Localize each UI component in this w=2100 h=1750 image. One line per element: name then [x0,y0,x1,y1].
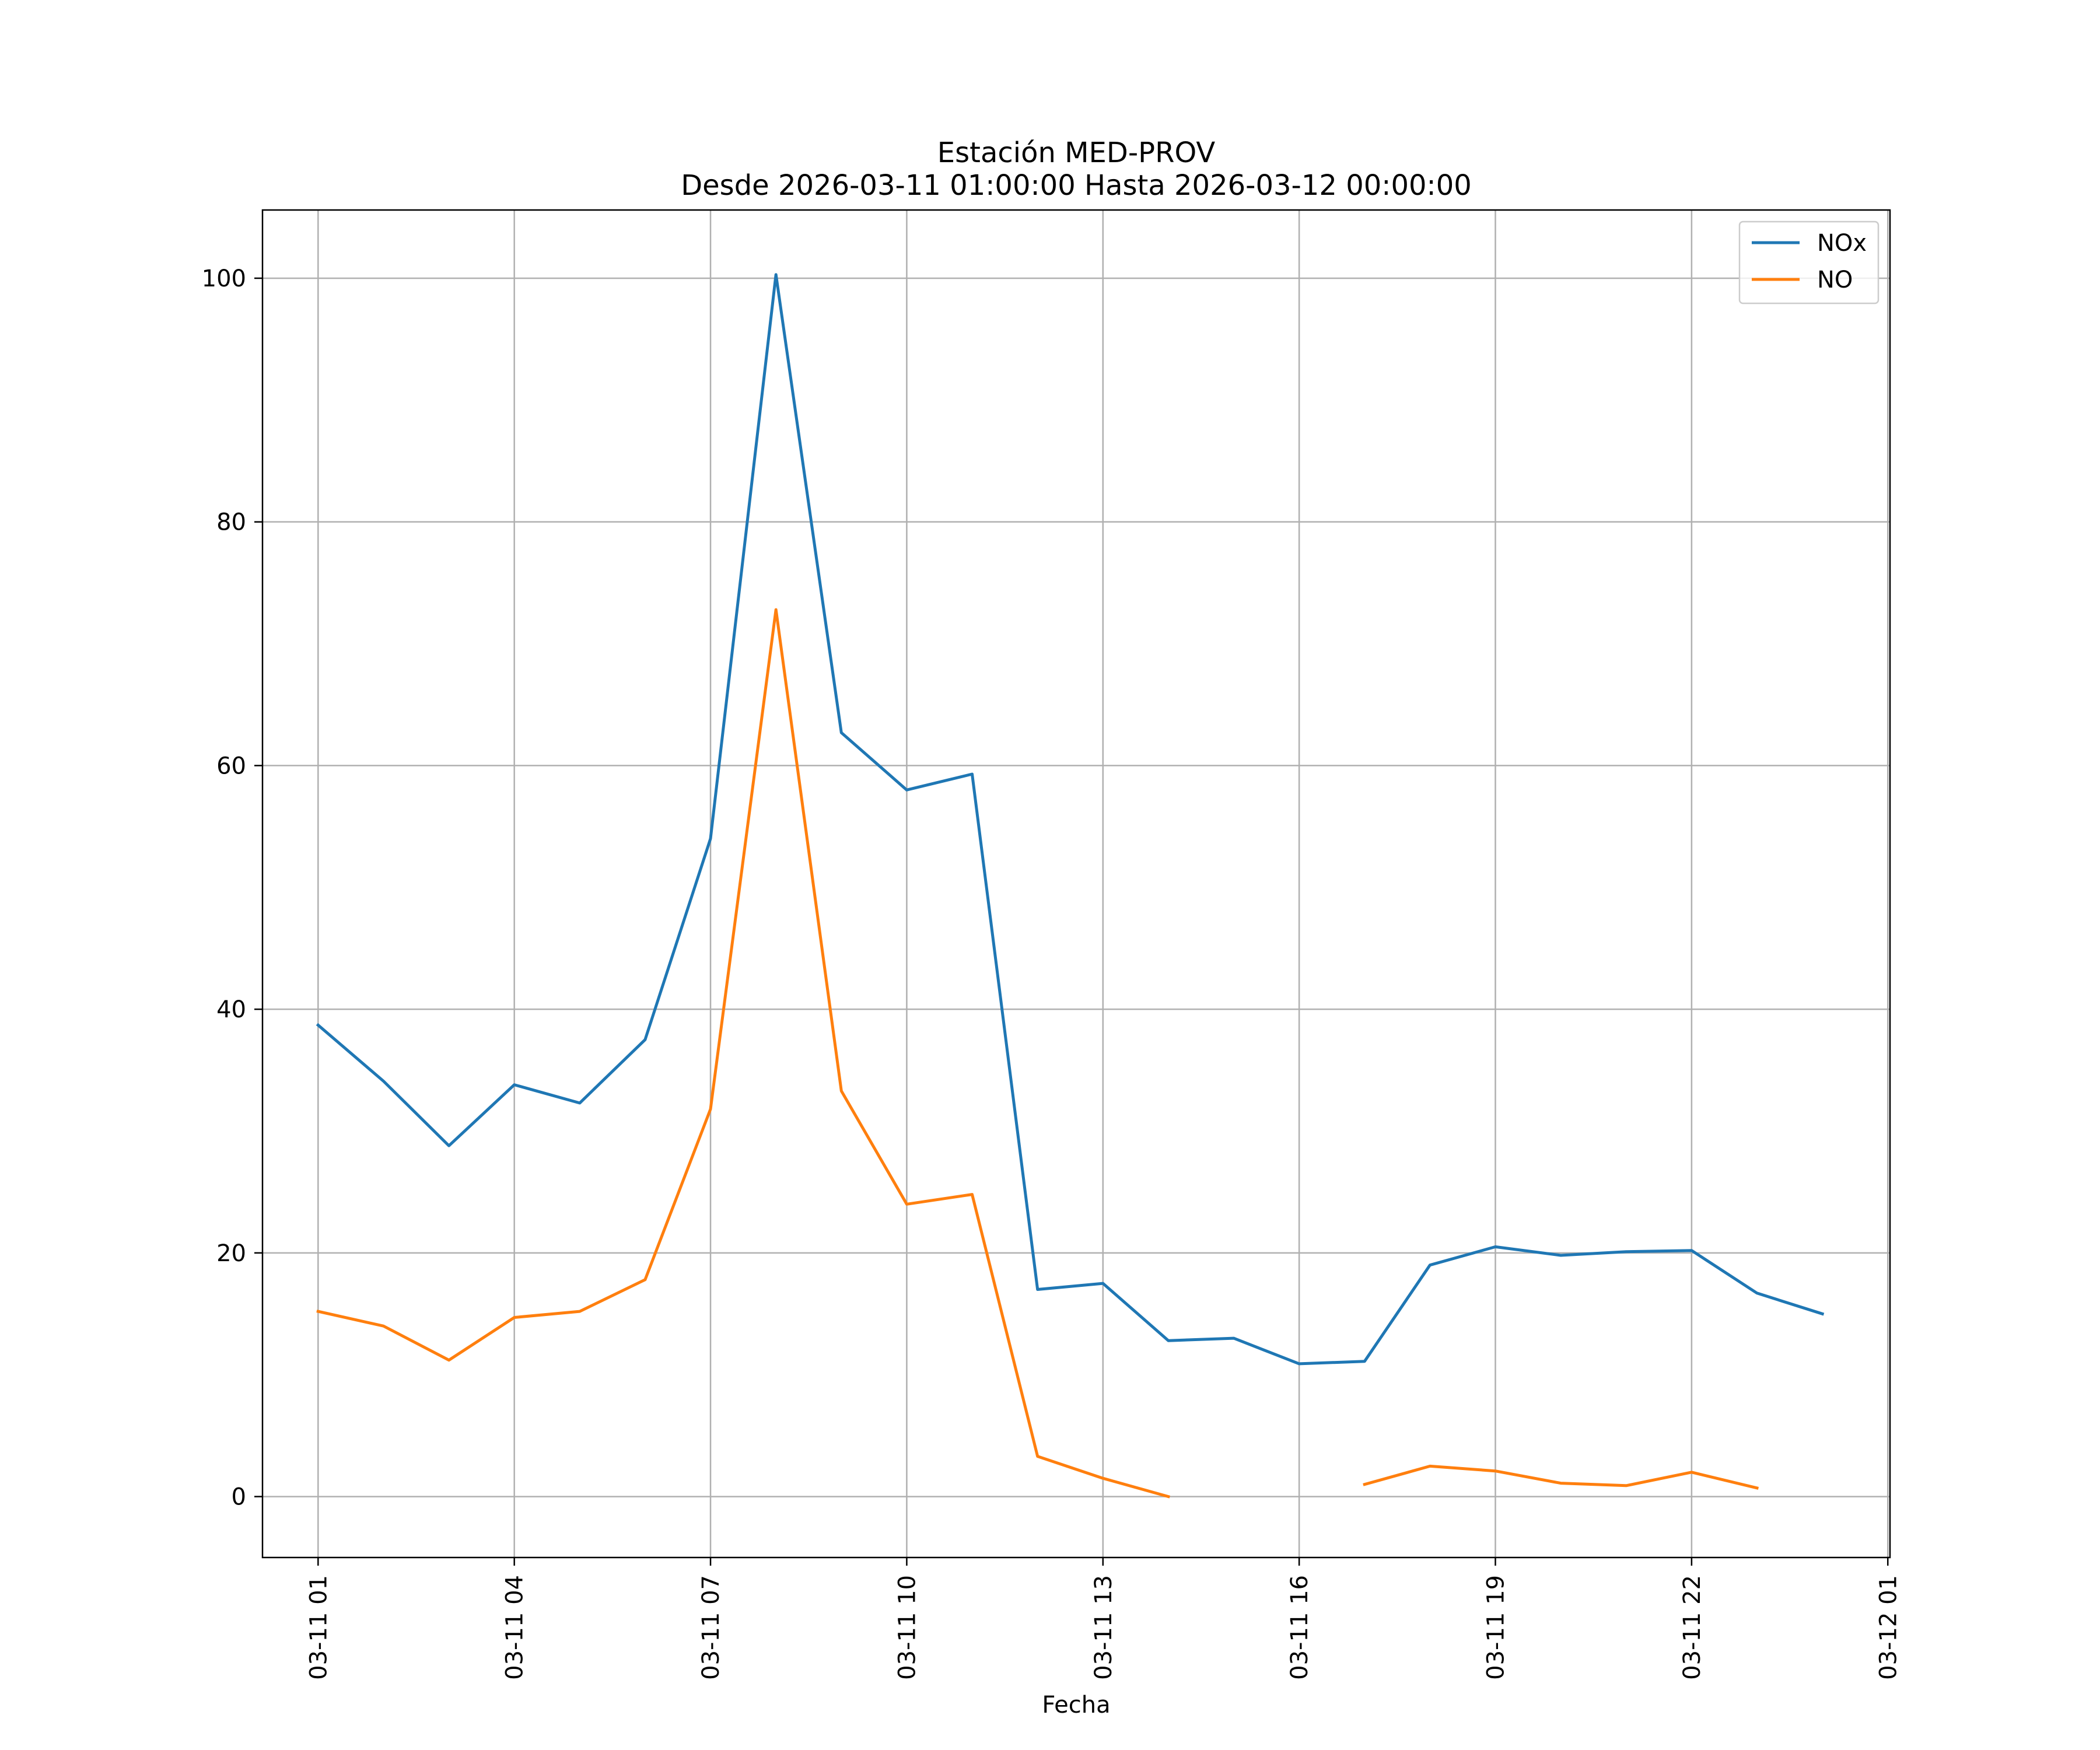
x-axis-label: Fecha [1042,1692,1110,1718]
chart-title: Estación MED-PROV [937,136,1216,169]
y-tick-label-0: 0 [232,1484,246,1511]
y-tick-label-40: 40 [216,996,246,1023]
legend: NOx NO [1738,220,1880,304]
y-tick-label-60: 60 [216,752,246,779]
y-tick-label-20: 20 [216,1240,246,1267]
x-tick-label-03-11-22: 03-11 22 [1679,1575,1706,1680]
ticks-layer: 03-11 01 03-11 04 03-11 07 03-11 10 03-11 13… [202,265,1902,1680]
series-line-no-1 [1363,1464,1759,1490]
x-tick-label-03-12-01: 03-12 01 [1875,1575,1902,1680]
plot-frame [261,209,1891,1559]
x-tick-label-03-11-07: 03-11 07 [698,1575,724,1680]
series-line-no-0 [316,608,1170,1499]
series-layer [316,273,1825,1499]
y-tick-label-80: 80 [216,509,246,536]
x-tick-label-03-11-19: 03-11 19 [1483,1575,1510,1680]
x-tick-label-03-11-10: 03-11 10 [894,1575,921,1680]
x-tick-label-03-11-04: 03-11 04 [502,1575,528,1680]
x-tick-label-03-11-13: 03-11 13 [1090,1575,1117,1680]
legend-label-no: NO [1817,267,1853,293]
x-tick-label-03-11-01: 03-11 01 [305,1575,332,1680]
chart-subtitle: Desde 2026-03-11 01:00:00 Hasta 2026-03-… [681,169,1472,202]
y-tick-label-100: 100 [202,265,246,292]
series-line-nox-0 [316,273,1825,1366]
x-tick-label-03-11-16: 03-11 16 [1286,1575,1313,1680]
legend-label-nox: NOx [1817,230,1867,257]
